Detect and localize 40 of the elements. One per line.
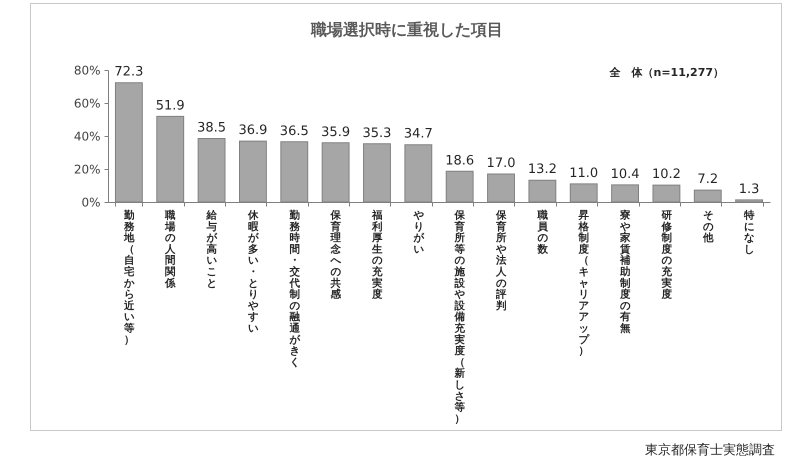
y-tick-label: 40% — [74, 130, 100, 144]
category-label: 休暇が多い・とりやすい — [248, 210, 259, 334]
x-tick-label: その他 — [702, 210, 715, 244]
category-label: 勤務時間・交代制の融通がきく — [289, 210, 300, 368]
category-label: 寮や家賃補助制度の有無 — [620, 210, 632, 334]
data-label: 1.3 — [738, 182, 760, 197]
y-tick-label: 60% — [74, 96, 100, 110]
x-tick-label: 給与が高いこと — [206, 208, 219, 290]
y-tick-label: 0% — [81, 196, 100, 210]
y-tick-label: 80% — [74, 64, 100, 78]
category-label: 昇格制度（キャリアアップ） — [578, 210, 590, 358]
annotation: 全 体（n=11,277） — [608, 66, 724, 79]
y-tick-label: 20% — [74, 162, 100, 176]
data-label: 7.2 — [697, 172, 718, 188]
x-tick-label: 研修制度の充実度 — [660, 210, 674, 301]
data-label: 17.0 — [486, 156, 516, 171]
text: 東京都保育士実態調査 — [645, 442, 775, 458]
data-label: 35.3 — [362, 126, 392, 141]
data-label: 10.4 — [610, 166, 640, 182]
category-label: 保育所等の施設や設備充実度（新しさ等） — [454, 210, 466, 425]
data-label: 36.9 — [238, 123, 268, 138]
x-tick-label: 福利厚生の充実度 — [370, 208, 384, 301]
data-label: 38.5 — [197, 120, 226, 136]
chart-title: 職場選択時に重視した項目 — [310, 20, 503, 39]
x-tick-label: 職場の人間関係 — [164, 208, 178, 290]
x-tick-label: 特になし — [743, 208, 756, 256]
data-label: 34.7 — [404, 126, 433, 142]
category-label: 保育所や法人の評判 — [496, 210, 508, 312]
data-label: 51.9 — [156, 98, 185, 114]
data-label: 10.2 — [652, 167, 681, 182]
data-label: 11.0 — [569, 166, 598, 181]
x-tick-label: 職員の数 — [536, 208, 550, 256]
category-label: 勤務地（自宅から近い等） — [124, 210, 135, 346]
data-label: 36.5 — [280, 124, 309, 139]
data-label: 13.2 — [528, 162, 557, 178]
x-tick-label: 保育理念への共感 — [330, 210, 343, 301]
data-label: 72.3 — [114, 64, 144, 80]
data-label: 35.9 — [321, 124, 350, 140]
data-label: 18.6 — [445, 153, 474, 168]
x-tick-label: やりがい — [412, 210, 426, 256]
